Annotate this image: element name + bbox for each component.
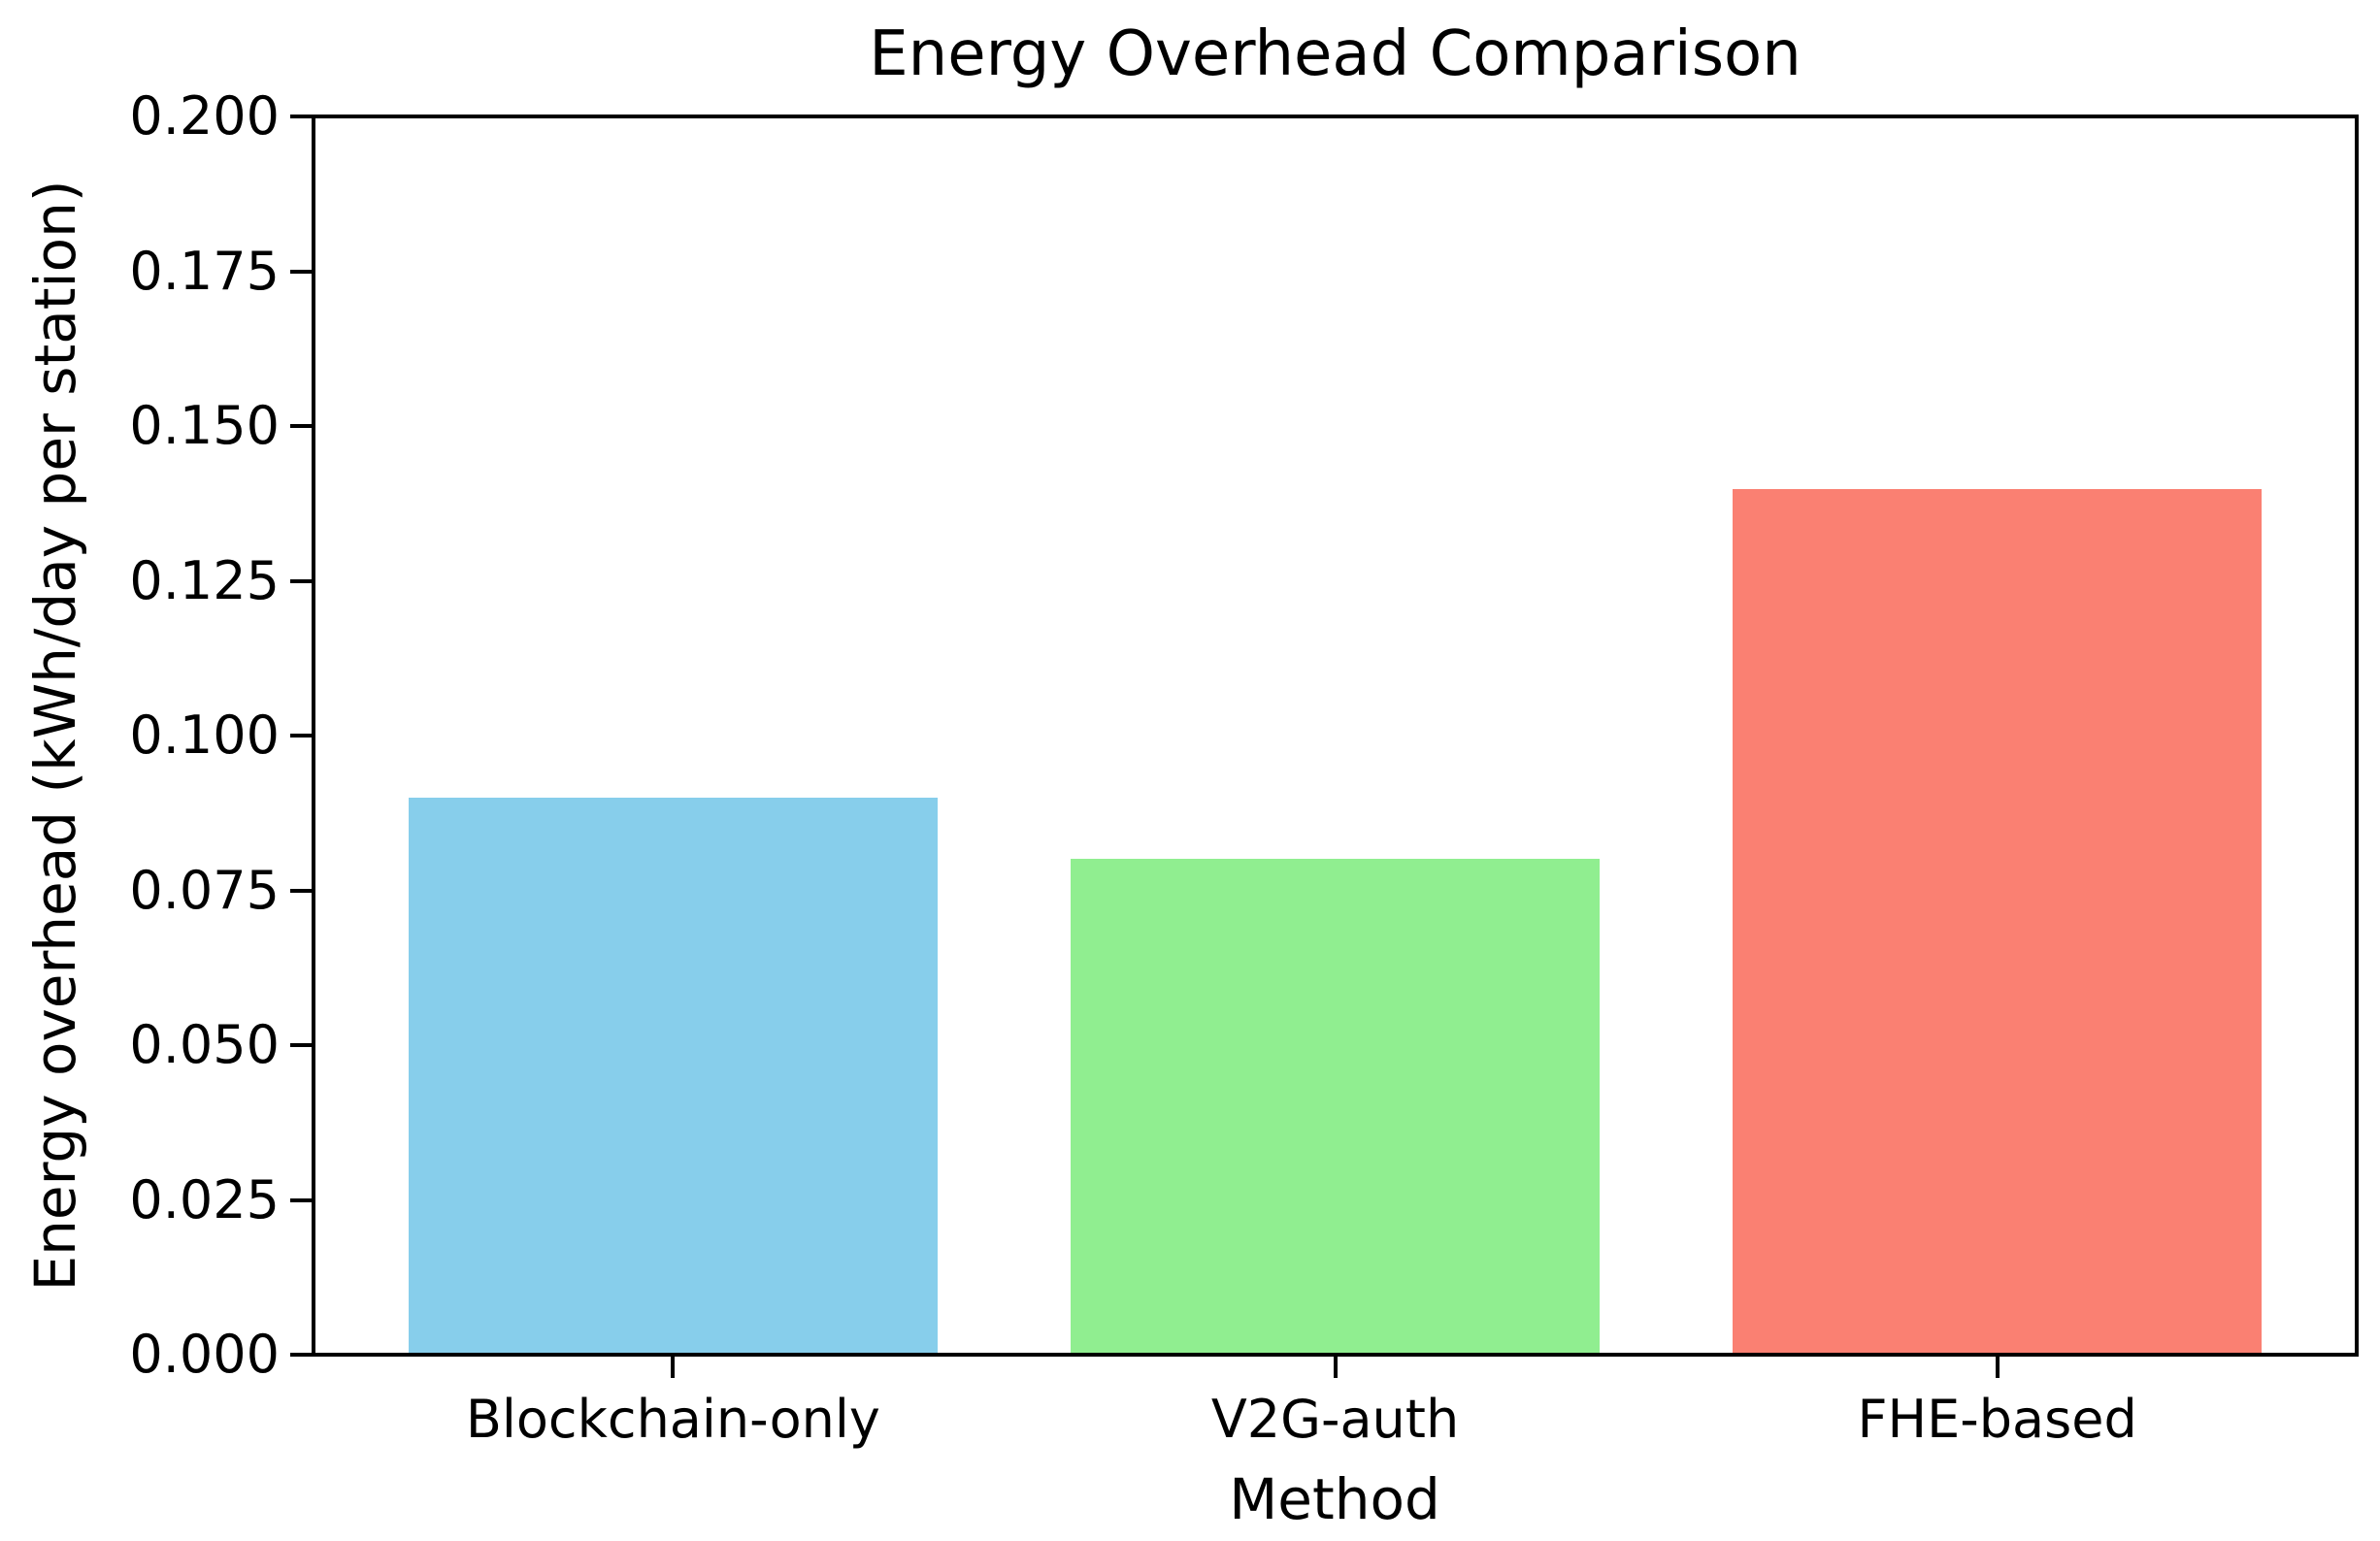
x-axis-label: Method — [1229, 1466, 1440, 1532]
y-tick-label: 0.200 — [129, 85, 280, 147]
bar-fhe-based — [1732, 488, 2263, 1353]
y-tick-mark — [290, 424, 312, 428]
y-tick-label: 0.100 — [129, 705, 280, 766]
y-tick-label: 0.175 — [129, 240, 280, 302]
y-tick-label: 0.025 — [129, 1168, 280, 1230]
y-tick-label: 0.150 — [129, 395, 280, 456]
x-tick-label-v2g-auth: V2G-auth — [1210, 1389, 1460, 1450]
y-tick-mark — [290, 734, 312, 738]
bar-v2g-auth — [1070, 859, 1601, 1353]
y-tick-mark — [290, 1043, 312, 1047]
y-tick-mark — [290, 269, 312, 274]
y-tick-mark — [290, 1197, 312, 1202]
x-tick-label-blockchain-only: Blockchain-only — [465, 1389, 880, 1450]
bar-blockchain-only — [408, 797, 939, 1353]
y-tick-label: 0.125 — [129, 549, 280, 611]
y-tick-mark — [290, 888, 312, 893]
chart-title: Energy Overhead Comparison — [869, 18, 1802, 90]
y-tick-mark — [290, 578, 312, 583]
y-tick-label: 0.075 — [129, 859, 280, 921]
x-tick-label-fhe-based: FHE-based — [1857, 1389, 2137, 1450]
x-tick-mark — [1995, 1357, 2000, 1378]
y-tick-label: 0.050 — [129, 1014, 280, 1075]
y-tick-mark — [290, 115, 312, 118]
x-tick-mark — [1333, 1357, 1338, 1378]
y-tick-label: 0.000 — [129, 1324, 280, 1385]
y-tick-mark — [290, 1353, 312, 1357]
plot-area — [312, 115, 2359, 1357]
x-tick-mark — [671, 1357, 676, 1378]
